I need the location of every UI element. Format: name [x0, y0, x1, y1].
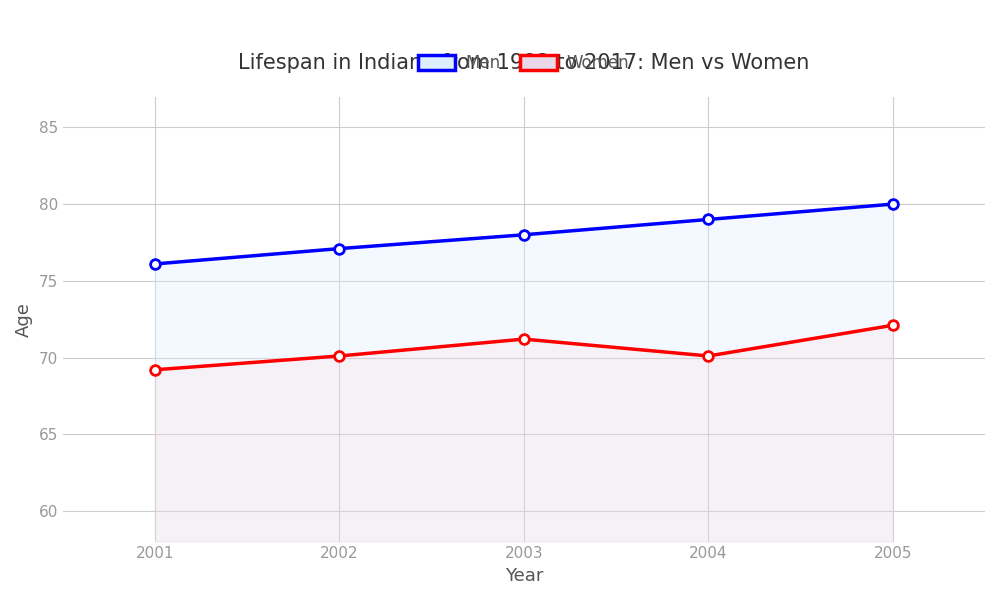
- Legend: Men, Women: Men, Women: [412, 47, 636, 79]
- Y-axis label: Age: Age: [15, 302, 33, 337]
- X-axis label: Year: Year: [505, 567, 543, 585]
- Title: Lifespan in Indiana from 1992 to 2017: Men vs Women: Lifespan in Indiana from 1992 to 2017: M…: [238, 53, 810, 73]
